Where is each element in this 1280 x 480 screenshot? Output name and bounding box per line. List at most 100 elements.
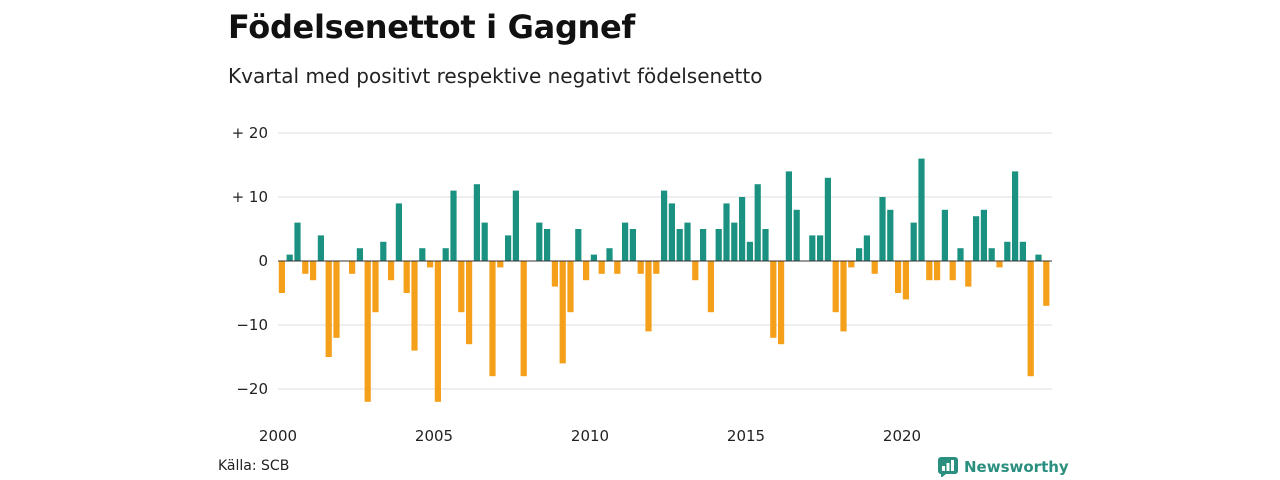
bar-negative: [637, 261, 644, 274]
bar-positive: [286, 254, 293, 261]
bar-positive: [918, 158, 925, 261]
x-tick-label: 2015: [727, 427, 765, 445]
x-tick-label: 2020: [883, 427, 921, 445]
bar-positive: [684, 222, 691, 261]
bar-positive: [700, 229, 707, 261]
bar-negative: [1043, 261, 1050, 306]
bar-negative: [302, 261, 309, 274]
bar-negative: [349, 261, 356, 274]
brand-logo: Newsworthy: [938, 456, 1069, 478]
bar-negative: [520, 261, 527, 377]
bar-positive: [793, 209, 800, 261]
bar-positive: [715, 229, 722, 261]
bar-negative: [403, 261, 410, 293]
bar-positive: [317, 235, 324, 261]
y-tick-label: −10: [236, 316, 268, 334]
bar-positive: [754, 184, 761, 261]
bar-negative: [388, 261, 395, 281]
bar-positive: [590, 254, 597, 261]
bar-positive: [622, 222, 629, 261]
bar-positive: [395, 203, 402, 261]
bar-positive: [910, 222, 917, 261]
bar-negative: [364, 261, 371, 402]
bar-positive: [863, 235, 870, 261]
bar-negative: [653, 261, 660, 274]
bar-positive: [544, 229, 551, 261]
bar-positive: [973, 216, 980, 261]
bar-negative: [559, 261, 566, 364]
bar-negative: [895, 261, 902, 293]
bar-negative: [466, 261, 473, 345]
bar-chart: + 20 + 10 0 −10 −20 2000 2005 2010 2015 2020: [232, 124, 1052, 445]
bar-negative: [996, 261, 1003, 268]
bar-negative: [707, 261, 714, 313]
bar-negative: [965, 261, 972, 287]
bar-positive: [746, 241, 753, 261]
bar-negative: [840, 261, 847, 332]
chart-subtitle: Kvartal med positivt respektive negativt…: [228, 64, 763, 88]
bar-positive: [505, 235, 512, 261]
bar-negative: [489, 261, 496, 377]
bar-positive: [575, 229, 582, 261]
bar-positive: [294, 222, 301, 261]
bar-positive: [980, 209, 987, 261]
bar-negative: [902, 261, 909, 300]
brand-name: Newsworthy: [964, 458, 1069, 476]
bar-negative: [832, 261, 839, 313]
bar-positive: [1019, 241, 1026, 261]
bar-positive: [941, 209, 948, 261]
bar-negative: [551, 261, 558, 287]
y-tick-label: −20: [236, 380, 268, 398]
bar-positive: [481, 222, 488, 261]
bar-negative: [427, 261, 434, 268]
x-tick-label: 2005: [415, 427, 453, 445]
bar-positive: [887, 209, 894, 261]
y-tick-label: 0: [258, 252, 268, 270]
bar-negative: [949, 261, 956, 281]
bar-negative: [1027, 261, 1034, 377]
bar-positive: [1035, 254, 1042, 261]
bar-positive: [668, 203, 675, 261]
bar-positive: [824, 177, 831, 261]
bar-positive: [1004, 241, 1011, 261]
bar-positive: [450, 190, 457, 261]
bar-positive: [1012, 171, 1019, 261]
source-note: Källa: SCB: [218, 458, 290, 474]
bar-negative: [926, 261, 933, 281]
bar-positive: [473, 184, 480, 261]
y-tick-label: + 10: [232, 188, 268, 206]
bar-positive: [957, 248, 964, 261]
bar-negative: [333, 261, 340, 338]
bar-positive: [356, 248, 363, 261]
bar-negative: [645, 261, 652, 332]
bar-positive: [380, 241, 387, 261]
bar-positive: [762, 229, 769, 261]
bar-negative: [497, 261, 504, 268]
bar-positive: [809, 235, 816, 261]
bar-negative: [770, 261, 777, 338]
bar-positive: [723, 203, 730, 261]
bar-negative: [692, 261, 699, 281]
bar-negative: [278, 261, 285, 293]
bar-negative: [778, 261, 785, 345]
bar-negative: [458, 261, 465, 313]
x-axis-ticks: 2000 2005 2010 2015 2020: [259, 427, 921, 445]
y-tick-label: + 20: [232, 124, 268, 142]
chart-title: Födelsenettot i Gagnef: [228, 8, 636, 46]
bar-positive: [606, 248, 613, 261]
bar-negative: [325, 261, 332, 357]
bar-negative: [567, 261, 574, 313]
bar-negative: [871, 261, 878, 274]
bar-positive: [988, 248, 995, 261]
bar-positive: [536, 222, 543, 261]
bar-negative: [411, 261, 418, 351]
bar-negative: [934, 261, 941, 281]
bar-positive: [442, 248, 449, 261]
bars: [278, 158, 1052, 402]
bar-positive: [661, 190, 668, 261]
bar-positive: [785, 171, 792, 261]
bar-negative: [310, 261, 317, 281]
x-tick-label: 2010: [571, 427, 609, 445]
newsworthy-logo-icon: [938, 457, 958, 477]
bar-negative: [848, 261, 855, 268]
